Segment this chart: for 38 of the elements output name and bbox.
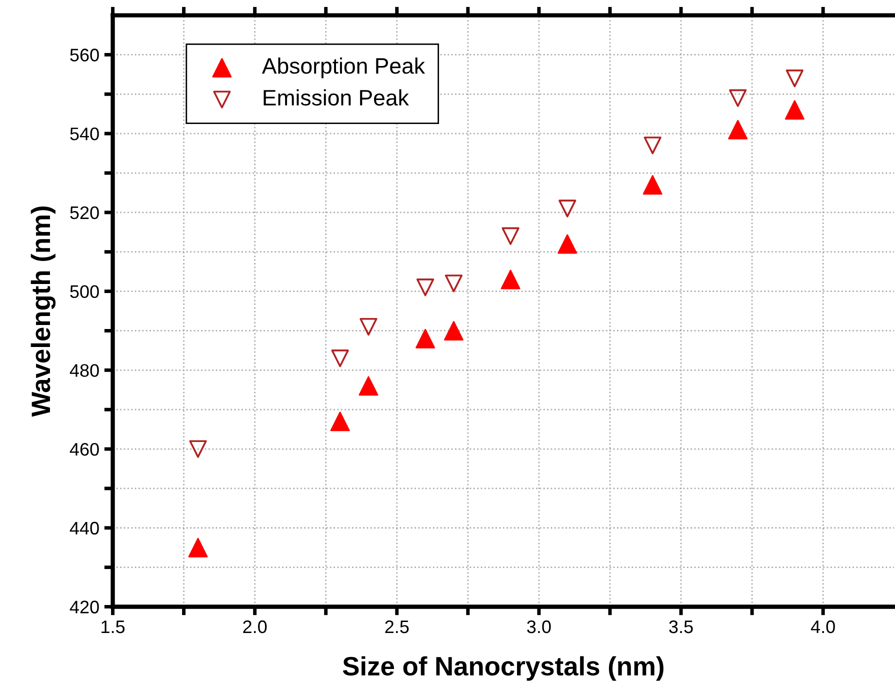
point (558, 200, 576, 218)
y-tick-label: 560 (70, 48, 99, 62)
x-tick-label: 2.5 (385, 620, 409, 634)
point (189, 440, 207, 458)
point (786, 70, 804, 88)
y-tick-label: 460 (70, 442, 99, 456)
point (358, 376, 378, 396)
legend-label: Emission Peak (264, 89, 409, 106)
point (784, 100, 804, 120)
y-tick-label: 480 (70, 364, 99, 377)
x-tick-label: 1.5 (102, 620, 125, 634)
point (500, 270, 520, 290)
x-tick-label: 4.0 (810, 620, 835, 634)
point (644, 136, 662, 154)
point (729, 89, 747, 107)
point (502, 227, 520, 245)
point (728, 120, 748, 140)
point (331, 350, 349, 368)
point (416, 278, 434, 296)
point (444, 320, 464, 340)
point (642, 175, 662, 195)
point (330, 412, 350, 432)
y-tick-label: 440 (70, 522, 99, 535)
y-tick-label: 520 (70, 206, 99, 220)
legend-label: Absorption Peak (262, 57, 426, 78)
y-tick-label: 420 (70, 600, 99, 614)
point (188, 538, 208, 558)
point (416, 328, 436, 348)
y-tick-label: 500 (70, 285, 99, 298)
y-tick-label: 540 (70, 128, 99, 140)
x-tick-label: 3.5 (669, 620, 693, 634)
point (444, 274, 463, 292)
y-axis-title: Wavelength (nm) (30, 206, 56, 417)
x-axis-title: Size of Nanocrystals (nm) (342, 656, 664, 681)
point (558, 234, 578, 254)
x-tick-label: 3.0 (527, 620, 551, 634)
point (360, 318, 378, 336)
x-tick-label: 2.0 (243, 620, 267, 634)
